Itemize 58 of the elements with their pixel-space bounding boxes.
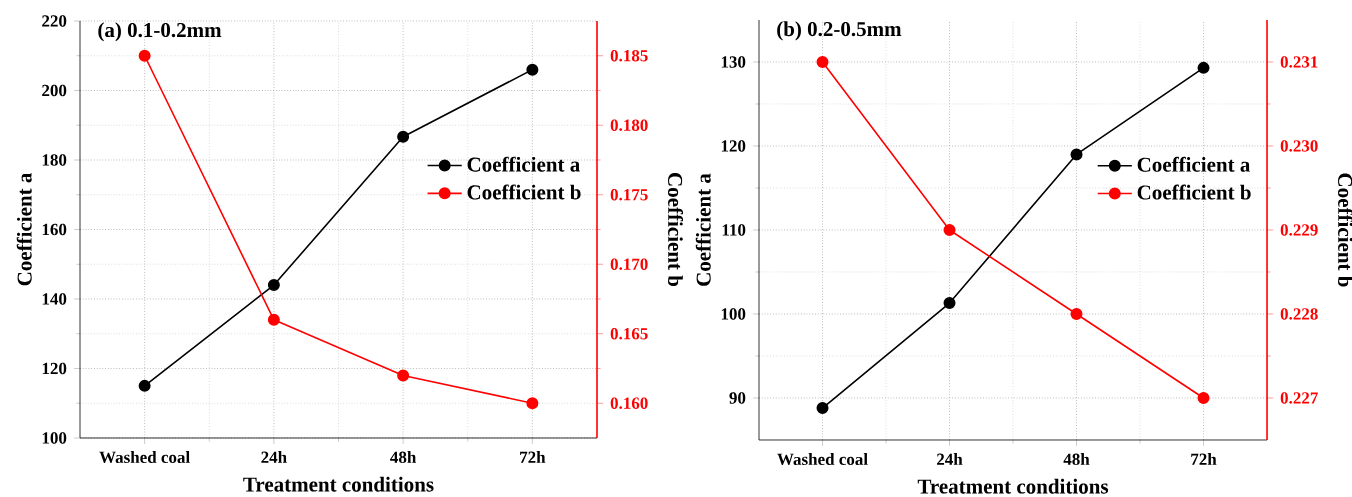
- y-tick-label: 100: [721, 308, 746, 320]
- x-tick-label: Washed coal: [99, 451, 190, 464]
- y2-tick-label: 0.230: [1280, 140, 1318, 152]
- point: [943, 223, 956, 236]
- y-tick-label: 110: [722, 224, 746, 236]
- y2-tick-label: 0.231: [1280, 56, 1318, 68]
- point: [397, 369, 410, 382]
- point: [1070, 148, 1083, 161]
- y2-tick-label: 0.185: [610, 49, 648, 62]
- legend-label: Coefficient a: [1137, 156, 1251, 172]
- x-tick-label: Washed coal: [777, 453, 868, 466]
- point: [267, 313, 280, 326]
- legend-label: Coefficient a: [467, 156, 580, 172]
- y2-tick-label: 0.180: [610, 119, 648, 132]
- y-tick-label: 120: [42, 362, 67, 375]
- y-tick-label: 120: [721, 140, 746, 152]
- y-tick-label: 180: [42, 154, 67, 166]
- point: [526, 63, 539, 76]
- chart-title: (b) 0.2-0.5mm: [777, 21, 902, 41]
- legend-label: Coefficient b: [467, 184, 581, 200]
- point: [816, 55, 829, 68]
- x-tick-label: 48h: [390, 451, 417, 464]
- y2-tick-label: 0.165: [610, 327, 648, 340]
- point: [397, 130, 410, 143]
- point: [138, 49, 151, 62]
- y2-tick-label: 0.229: [1280, 224, 1318, 236]
- y2-tick-label: 0.227: [1280, 392, 1318, 404]
- x-tick-label: 48h: [1063, 453, 1090, 466]
- legend-label: Coefficient b: [1137, 184, 1251, 200]
- point: [1070, 308, 1083, 320]
- point: [1197, 61, 1210, 74]
- y-axis-title: Coefficient a: [695, 173, 711, 286]
- y-tick-label: 140: [42, 293, 67, 305]
- chart-title: (a) 0.1-0.2mm: [98, 22, 222, 42]
- x-tick-label: 72h: [520, 451, 546, 463]
- y-axis-title: Coefficient a: [16, 172, 32, 286]
- x-tick-label: 24h: [937, 453, 963, 465]
- y-tick-label: 160: [42, 223, 67, 236]
- y-tick-label: 100: [42, 432, 67, 444]
- y-tick-label: 220: [42, 15, 67, 27]
- x-axis-title: Treatment conditions: [243, 476, 434, 492]
- x-axis-title: Treatment conditions: [917, 478, 1109, 494]
- y2-tick-label: 0.228: [1280, 308, 1318, 320]
- point: [267, 279, 280, 292]
- y-tick-label: 130: [721, 56, 746, 68]
- y2-tick-label: 0.175: [610, 188, 648, 201]
- x-tick-label: 24h: [261, 451, 287, 463]
- x-tick-label: 72h: [1191, 453, 1217, 465]
- y-tick-label: 90: [729, 392, 746, 404]
- y-tick-label: 200: [42, 84, 67, 97]
- point: [526, 397, 539, 410]
- point: [816, 402, 829, 415]
- y2-axis-title: Coefficient b: [668, 173, 684, 287]
- point: [1197, 392, 1210, 404]
- y2-tick-label: 0.160: [610, 397, 648, 410]
- point: [138, 379, 151, 392]
- y2-tick-label: 0.170: [610, 258, 648, 271]
- point: [943, 297, 956, 310]
